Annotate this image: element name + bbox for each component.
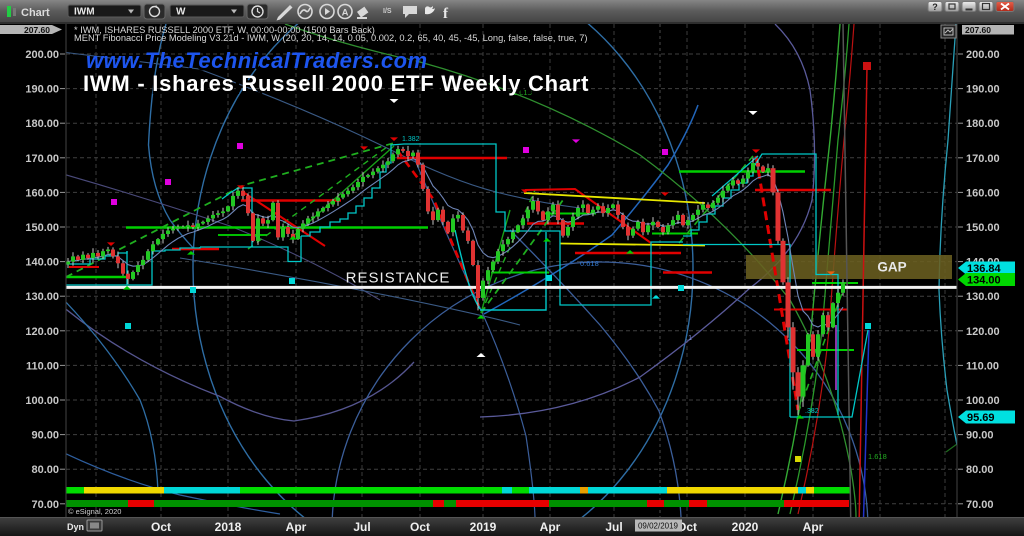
svg-text:207.60: 207.60 [965,25,991,35]
svg-text:2018: 2018 [215,520,242,534]
svg-text:.382: .382 [805,408,819,415]
svg-text:I/S: I/S [383,8,392,15]
svg-text:130.00: 130.00 [966,291,1000,303]
svg-text:200.00: 200.00 [966,49,1000,61]
svg-text:Apr: Apr [286,520,307,534]
svg-text:190.00: 190.00 [966,84,1000,96]
svg-text:95.69: 95.69 [967,412,995,424]
svg-text:© eSignal, 2020: © eSignal, 2020 [68,507,121,516]
svg-text:136.84: 136.84 [967,263,1002,275]
svg-text:80.00: 80.00 [966,464,994,476]
svg-text:1: 1 [688,333,692,342]
svg-text:90.00: 90.00 [966,430,994,442]
svg-text:110.00: 110.00 [26,360,59,372]
svg-text:130.00: 130.00 [25,291,59,303]
svg-text:170.00: 170.00 [966,153,1000,165]
svg-text:1.618: 1.618 [868,452,887,461]
svg-text:110.00: 110.00 [966,360,999,372]
svg-text:100.00: 100.00 [25,395,59,407]
svg-text:Oct: Oct [410,520,430,534]
svg-text:Apr: Apr [540,520,561,534]
svg-text:www.TheTechnicalTraders.com: www.TheTechnicalTraders.com [89,51,417,76]
svg-text:0.618: 0.618 [580,259,599,268]
svg-text:170.00: 170.00 [25,153,59,165]
svg-text:IWM - Ishares Russell 2000 ETF: IWM - Ishares Russell 2000 ETF Weekly Ch… [83,71,589,96]
svg-text:A: A [342,8,349,19]
svg-text:150.00: 150.00 [25,222,59,234]
svg-text:140.00: 140.00 [25,257,59,269]
svg-text:GAP: GAP [877,260,906,275]
svg-text:Oct: Oct [151,520,171,534]
svg-text:180.00: 180.00 [25,118,59,130]
svg-text:www.TheTechnicalTraders.com: www.TheTechnicalTraders.com [86,48,428,73]
svg-text:200.00: 200.00 [25,49,59,61]
svg-text:90.00: 90.00 [31,430,59,442]
svg-text:f: f [443,6,449,22]
svg-text:160.00: 160.00 [966,187,1000,199]
svg-text:Jul: Jul [605,520,622,534]
svg-text:W: W [176,7,186,18]
svg-text:70.00: 70.00 [31,499,59,511]
svg-text:2019: 2019 [470,520,497,534]
svg-text:134.00: 134.00 [967,275,1001,287]
svg-text:120.00: 120.00 [966,326,1000,338]
svg-text:Chart: Chart [21,7,50,19]
svg-text:Apr: Apr [803,520,824,534]
svg-text:IWM: IWM [74,7,95,18]
svg-text:09/02/2019: 09/02/2019 [638,522,679,531]
svg-text:IWM - Ishares Russell 2000 ETF: IWM - Ishares Russell 2000 ETF Weekly Ch… [87,74,562,99]
svg-text:190.00: 190.00 [25,84,59,96]
svg-text:120.00: 120.00 [25,326,59,338]
svg-text:MENT Fibonacci Price Modeling: MENT Fibonacci Price Modeling V3.21d - I… [74,33,588,43]
svg-text:RESISTANCE: RESISTANCE [346,270,451,287]
svg-text:?: ? [932,2,938,12]
svg-text:207.60: 207.60 [24,25,50,35]
svg-text:100.00: 100.00 [966,395,1000,407]
svg-text:80.00: 80.00 [31,464,59,476]
svg-text:1.382: 1.382 [402,136,420,143]
svg-text:70.00: 70.00 [966,499,994,511]
svg-text:Jul: Jul [353,520,370,534]
svg-text:* IWM, ISHARES RUSSELL 2000 ET: * IWM, ISHARES RUSSELL 2000 ETF, W, 00:0… [74,25,375,35]
svg-text:150.00: 150.00 [966,222,1000,234]
svg-text:Dyn: Dyn [67,522,84,532]
svg-text:160.00: 160.00 [25,187,59,199]
svg-text:1.618: 1.618 [513,88,532,97]
svg-text:180.00: 180.00 [966,118,1000,130]
svg-text:2020: 2020 [732,520,759,534]
